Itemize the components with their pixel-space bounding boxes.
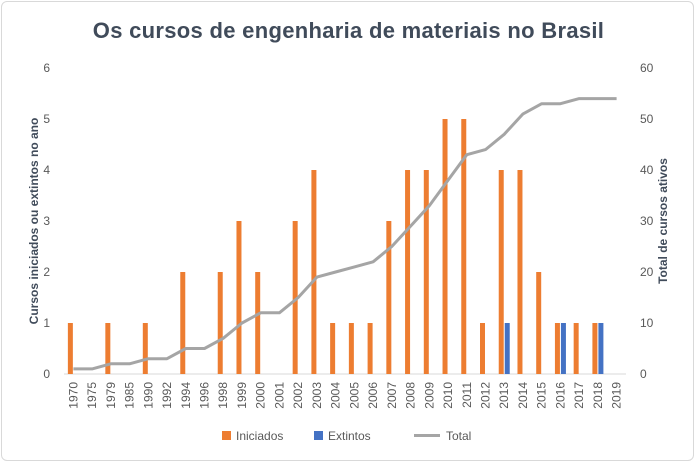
y2-tick-label: 50 (640, 112, 654, 126)
y2-tick-label: 0 (640, 367, 647, 381)
x-tick-label: 1990 (141, 382, 155, 409)
bar-iniciados (386, 221, 392, 374)
x-tick-label: 1999 (235, 382, 249, 409)
x-tick-label: 2012 (479, 382, 493, 409)
bar-iniciados (330, 323, 336, 374)
x-tick-label: 2005 (347, 382, 361, 409)
bar-iniciados (217, 272, 223, 374)
bar-iniciados (442, 119, 448, 374)
legend-swatch-iniciados (222, 431, 231, 440)
x-tick-label: 2013 (497, 382, 511, 409)
x-axis-ticks: 1970 1975 1979 1985 1990 1992 1994 1996 1998 1999… (66, 382, 623, 409)
y-axis-title: Cursos iniciados ou extintos no ano (27, 118, 41, 325)
y2-tick-label: 20 (640, 265, 654, 279)
x-tick-label: 2015 (535, 382, 549, 409)
y-tick-label: 2 (43, 265, 50, 279)
x-tick-label: 2007 (385, 382, 399, 409)
bar-iniciados (480, 323, 485, 374)
x-tick-label: 2004 (329, 382, 343, 409)
bar-iniciados (405, 170, 411, 374)
x-tick-label: 2011 (460, 382, 474, 408)
y-tick-label: 0 (43, 367, 50, 381)
y2-axis-title: Total de cursos ativos (656, 158, 670, 284)
y2-tick-label: 10 (640, 316, 654, 330)
bars-group (67, 119, 604, 374)
bar-iniciados (236, 221, 242, 374)
bar-iniciados (367, 323, 373, 374)
x-tick-label: 2002 (291, 382, 305, 409)
y-tick-label: 5 (43, 112, 50, 126)
left-axis-ticks: 0 1 2 3 4 5 6 (43, 61, 50, 381)
bar-iniciados (498, 170, 504, 374)
bar-extintos (598, 323, 604, 374)
bar-iniciados (67, 323, 73, 374)
bar-iniciados (517, 170, 523, 374)
x-tick-label: 1985 (123, 382, 137, 409)
y2-tick-label: 40 (640, 163, 654, 177)
x-tick-label: 1970 (66, 382, 80, 409)
x-tick-label: 1994 (179, 382, 193, 409)
y2-tick-label: 60 (640, 61, 654, 75)
bar-iniciados (292, 221, 298, 374)
x-tick-label: 2006 (366, 382, 380, 409)
legend-label-extintos: Extintos (328, 429, 371, 443)
legend-label-iniciados: Iniciados (236, 429, 283, 443)
x-tick-label: 2018 (591, 382, 605, 409)
right-axis-ticks: 0 10 20 30 40 50 60 (640, 61, 654, 381)
x-tick-label: 2008 (404, 382, 418, 409)
legend: Iniciados Extintos Total (222, 429, 471, 443)
bar-iniciados (536, 272, 542, 374)
series-line-total (73, 97, 617, 371)
x-tick-label: 1998 (216, 382, 230, 409)
bar-iniciados (255, 272, 261, 374)
bar-iniciados (105, 323, 111, 374)
bar-iniciados (142, 323, 148, 374)
bar-iniciados (573, 323, 579, 374)
bar-iniciados (311, 170, 317, 374)
bar-iniciados (180, 272, 186, 374)
y-tick-label: 1 (43, 316, 50, 330)
x-tick-label: 2016 (553, 382, 567, 409)
y2-tick-label: 30 (640, 214, 654, 228)
bar-extintos (560, 323, 566, 374)
y-tick-label: 6 (43, 61, 50, 75)
bar-iniciados (592, 323, 598, 374)
x-tick-label: 1979 (104, 382, 118, 409)
x-tick-label: 2000 (254, 382, 268, 409)
x-tick-label: 2001 (272, 382, 286, 409)
x-tick-label: 2014 (516, 382, 530, 409)
legend-swatch-extintos (314, 431, 323, 440)
bar-iniciados (423, 170, 429, 374)
bar-extintos (504, 323, 510, 374)
bar-iniciados (461, 119, 467, 374)
x-tick-label: 2017 (572, 382, 586, 409)
y-tick-label: 4 (43, 163, 50, 177)
chart-title: Os cursos de engenharia de materiais no … (92, 18, 605, 43)
x-tick-label: 2003 (310, 382, 324, 409)
x-tick-label: 1975 (85, 382, 99, 409)
x-tick-label: 2010 (441, 382, 455, 409)
y-tick-label: 3 (43, 214, 50, 228)
x-tick-label: 1996 (198, 382, 212, 409)
x-tick-label: 2019 (610, 382, 624, 409)
legend-label-total: Total (446, 429, 471, 443)
bar-iniciados (348, 323, 354, 374)
x-tick-label: 1992 (160, 382, 174, 409)
x-tick-label: 2009 (422, 382, 436, 409)
bar-iniciados (554, 323, 560, 374)
